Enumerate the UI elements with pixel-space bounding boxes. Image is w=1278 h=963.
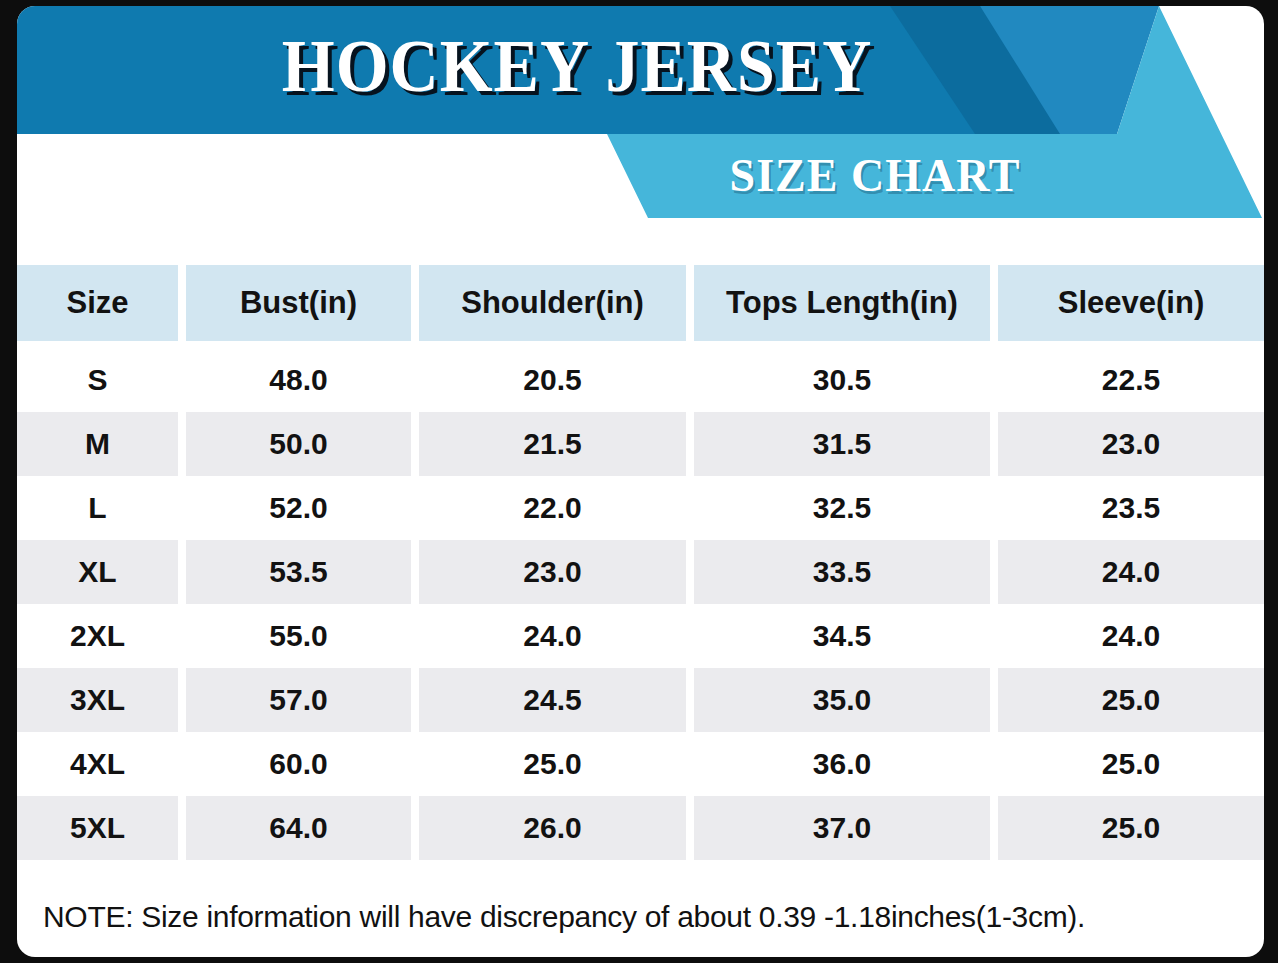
table-cell-shoulder: 20.5 xyxy=(419,348,686,412)
size-chart-poster: HOCKEY JERSEY SIZE CHART Size Bust(in) S… xyxy=(0,0,1278,963)
table-cell-tops-length: 31.5 xyxy=(694,412,990,476)
size-table: Size Bust(in) Shoulder(in) Tops Length(i… xyxy=(17,265,1262,860)
table-cell-bust: 57.0 xyxy=(186,668,411,732)
table-cell-tops-length: 30.5 xyxy=(694,348,990,412)
table-cell-bust: 55.0 xyxy=(186,604,411,668)
table-cell-bust: 53.5 xyxy=(186,540,411,604)
table-cell-size: 2XL xyxy=(17,604,178,668)
column-header-bust: Bust(in) xyxy=(186,265,411,341)
table-cell-size: L xyxy=(17,476,178,540)
column-header-tops-length: Tops Length(in) xyxy=(694,265,990,341)
table-cell-sleeve: 23.5 xyxy=(998,476,1264,540)
table-cell-tops-length: 32.5 xyxy=(694,476,990,540)
table-cell-bust: 50.0 xyxy=(186,412,411,476)
table-cell-size: M xyxy=(17,412,178,476)
table-cell-shoulder: 25.0 xyxy=(419,732,686,796)
table-cell-shoulder: 26.0 xyxy=(419,796,686,860)
table-cell-shoulder: 24.5 xyxy=(419,668,686,732)
table-cell-shoulder: 22.0 xyxy=(419,476,686,540)
table-cell-bust: 52.0 xyxy=(186,476,411,540)
page-title: HOCKEY JERSEY xyxy=(227,18,927,113)
size-note: NOTE: Size information will have discrep… xyxy=(43,900,1243,934)
table-cell-size: 5XL xyxy=(17,796,178,860)
table-cell-shoulder: 21.5 xyxy=(419,412,686,476)
page-subtitle: SIZE CHART xyxy=(725,144,1025,206)
table-cell-tops-length: 35.0 xyxy=(694,668,990,732)
column-header-shoulder: Shoulder(in) xyxy=(419,265,686,341)
table-cell-size: S xyxy=(17,348,178,412)
table-cell-tops-length: 33.5 xyxy=(694,540,990,604)
table-cell-tops-length: 34.5 xyxy=(694,604,990,668)
table-cell-tops-length: 37.0 xyxy=(694,796,990,860)
column-header-size: Size xyxy=(17,265,178,341)
table-cell-bust: 60.0 xyxy=(186,732,411,796)
table-cell-size: 3XL xyxy=(17,668,178,732)
table-cell-size: 4XL xyxy=(17,732,178,796)
table-cell-shoulder: 24.0 xyxy=(419,604,686,668)
header-banner: HOCKEY JERSEY SIZE CHART xyxy=(17,6,1264,230)
table-cell-sleeve: 25.0 xyxy=(998,732,1264,796)
table-cell-sleeve: 24.0 xyxy=(998,604,1264,668)
table-cell-bust: 64.0 xyxy=(186,796,411,860)
table-cell-size: XL xyxy=(17,540,178,604)
table-cell-sleeve: 25.0 xyxy=(998,668,1264,732)
table-cell-sleeve: 24.0 xyxy=(998,540,1264,604)
poster-sheet: HOCKEY JERSEY SIZE CHART Size Bust(in) S… xyxy=(17,6,1264,957)
column-header-sleeve: Sleeve(in) xyxy=(998,265,1264,341)
table-cell-sleeve: 25.0 xyxy=(998,796,1264,860)
table-cell-sleeve: 22.5 xyxy=(998,348,1264,412)
table-cell-tops-length: 36.0 xyxy=(694,732,990,796)
table-cell-shoulder: 23.0 xyxy=(419,540,686,604)
table-cell-sleeve: 23.0 xyxy=(998,412,1264,476)
table-cell-bust: 48.0 xyxy=(186,348,411,412)
